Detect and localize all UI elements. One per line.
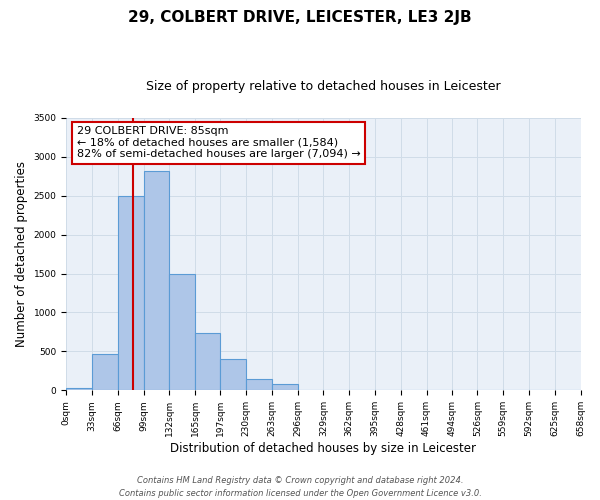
Bar xyxy=(220,359,246,390)
Title: Size of property relative to detached houses in Leicester: Size of property relative to detached ho… xyxy=(146,80,501,93)
Bar xyxy=(118,196,143,390)
Text: Contains HM Land Registry data © Crown copyright and database right 2024.
Contai: Contains HM Land Registry data © Crown c… xyxy=(119,476,481,498)
X-axis label: Distribution of detached houses by size in Leicester: Distribution of detached houses by size … xyxy=(170,442,476,455)
Bar xyxy=(195,332,220,390)
Bar xyxy=(66,388,92,390)
Y-axis label: Number of detached properties: Number of detached properties xyxy=(15,161,28,347)
Text: 29, COLBERT DRIVE, LEICESTER, LE3 2JB: 29, COLBERT DRIVE, LEICESTER, LE3 2JB xyxy=(128,10,472,25)
Bar xyxy=(92,354,118,391)
Bar xyxy=(169,274,195,390)
Bar xyxy=(272,384,298,390)
Bar xyxy=(246,378,272,390)
Text: 29 COLBERT DRIVE: 85sqm
← 18% of detached houses are smaller (1,584)
82% of semi: 29 COLBERT DRIVE: 85sqm ← 18% of detache… xyxy=(77,126,361,159)
Bar xyxy=(143,170,169,390)
